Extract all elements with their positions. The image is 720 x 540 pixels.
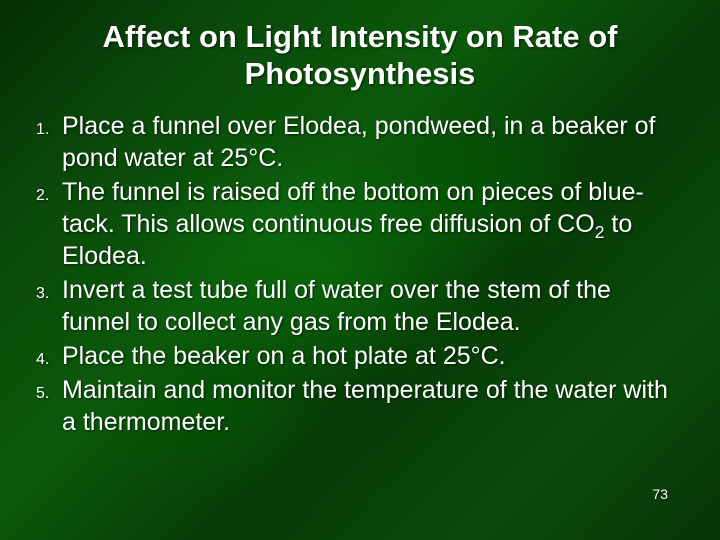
- list-item: 2. The funnel is raised off the bottom o…: [36, 176, 684, 272]
- item-text: The funnel is raised off the bottom on p…: [62, 176, 684, 272]
- page-number: 73: [652, 486, 668, 502]
- item-number: 2.: [36, 176, 62, 272]
- slide: Affect on Light Intensity on Rate of Pho…: [0, 0, 720, 540]
- item-text: Place the beaker on a hot plate at 25°C.: [62, 340, 684, 372]
- item-text: Maintain and monitor the temperature of …: [62, 374, 684, 438]
- item-number: 3.: [36, 274, 62, 338]
- list-item: 1. Place a funnel over Elodea, pondweed,…: [36, 110, 684, 174]
- item-number: 1.: [36, 110, 62, 174]
- item-number: 5.: [36, 374, 62, 438]
- item-number: 4.: [36, 340, 62, 372]
- item-text: Invert a test tube full of water over th…: [62, 274, 684, 338]
- list-item: 4. Place the beaker on a hot plate at 25…: [36, 340, 684, 372]
- item-text: Place a funnel over Elodea, pondweed, in…: [62, 110, 684, 174]
- list-item: 3. Invert a test tube full of water over…: [36, 274, 684, 338]
- slide-title: Affect on Light Intensity on Rate of Pho…: [36, 18, 684, 92]
- list-item: 5. Maintain and monitor the temperature …: [36, 374, 684, 438]
- procedure-list: 1. Place a funnel over Elodea, pondweed,…: [36, 110, 684, 438]
